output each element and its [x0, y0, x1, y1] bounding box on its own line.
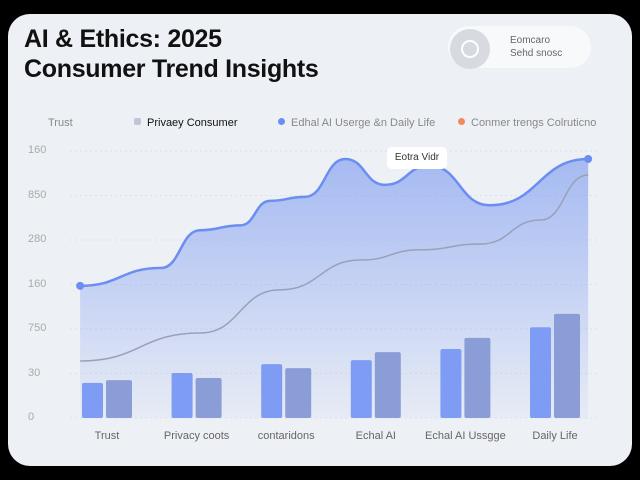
x-tick-label: Privacy coots — [163, 430, 230, 442]
bar — [261, 364, 283, 418]
y-tick-label: 850 — [28, 188, 47, 201]
legend-item[interactable]: Conmer trengs Colruticno — [458, 117, 596, 129]
blue-series-line — [80, 157, 589, 288]
x-tick-label: Echal AI Ussgge — [425, 430, 506, 442]
bar — [106, 380, 132, 418]
tooltip: Eotra Vidr — [387, 147, 447, 169]
x-tick-label: Daily Life — [532, 430, 578, 442]
y-axis-title: Trust — [48, 117, 73, 129]
circle-icon — [450, 29, 490, 69]
toggle-pill[interactable]: Eomcaro Sehd snosc — [448, 26, 591, 69]
data-point — [584, 155, 593, 164]
data-point — [76, 281, 85, 290]
bar — [82, 382, 103, 418]
legend-item[interactable]: Privaey Consumer — [134, 117, 237, 129]
gray-series-line — [80, 174, 589, 362]
bar — [554, 313, 580, 418]
y-tick-label: 280 — [28, 233, 47, 245]
x-tick-label: Trust — [94, 430, 120, 442]
y-tick-label: 30 — [28, 366, 41, 379]
y-tick-label: 160 — [28, 277, 47, 290]
x-tick-label: contaridons — [257, 430, 315, 442]
page-title: AI & Ethics: 2025 Consumer Trend Insights — [24, 25, 319, 83]
bar — [464, 337, 491, 418]
bar — [171, 373, 193, 418]
area-fill — [80, 159, 589, 418]
bar — [350, 360, 372, 418]
legend-item[interactable]: Edhal AI Userge &n Daily Life — [278, 117, 435, 129]
y-tick-label: 0 — [28, 411, 35, 423]
y-tick-label: 160 — [28, 144, 47, 156]
bar — [440, 349, 462, 418]
bar — [374, 352, 401, 418]
y-tick-label: 750 — [28, 322, 47, 334]
bar — [285, 368, 312, 418]
bar — [195, 377, 222, 418]
x-tick-label: Echal AI — [355, 430, 396, 442]
bar — [530, 327, 551, 418]
